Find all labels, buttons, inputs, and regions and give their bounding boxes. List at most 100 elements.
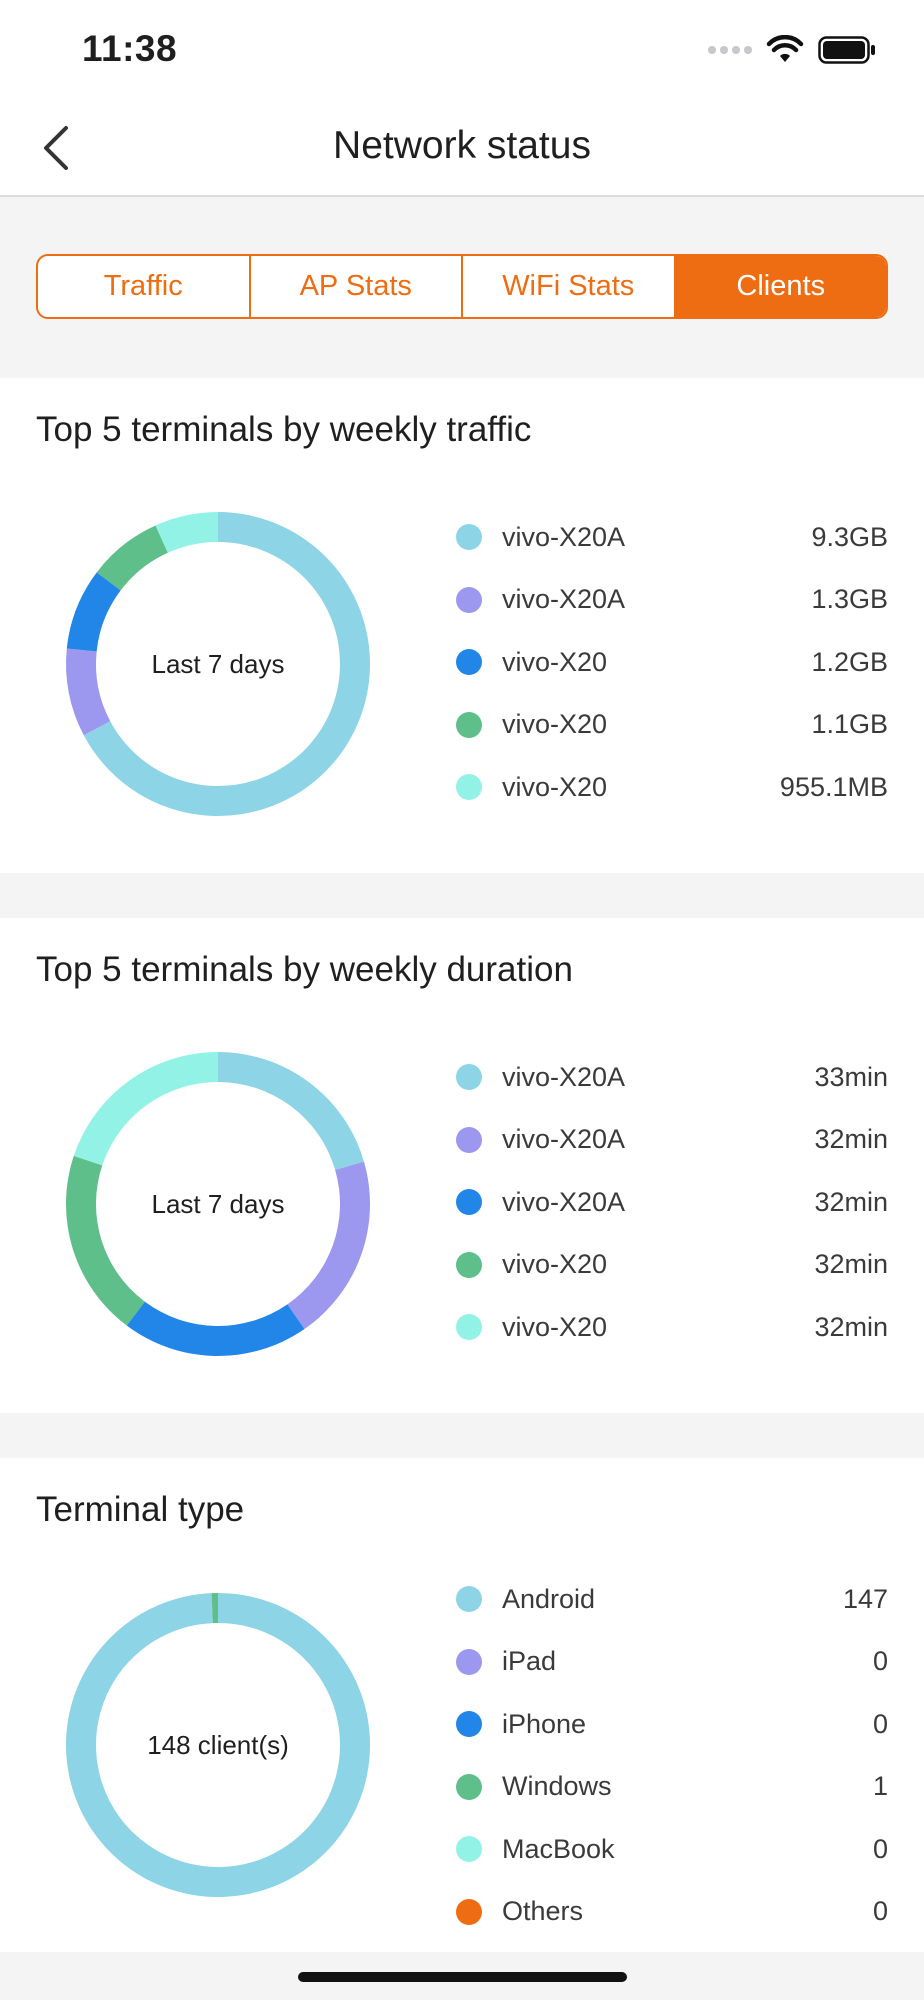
legend-value: 1	[872, 1771, 888, 1802]
legend-value: 32min	[814, 1249, 888, 1280]
legend-item: iPad 0	[456, 1631, 888, 1694]
status-time: 11:38	[82, 28, 178, 69]
legend-name: vivo-X20	[502, 646, 608, 677]
donut-center-label: Last 7 days	[151, 648, 285, 679]
traffic-donut-chart: Last 7 days	[62, 508, 374, 820]
traffic-card: Top 5 terminals by weekly traffic Last 7…	[0, 378, 924, 873]
legend-name: MacBook	[502, 1833, 615, 1864]
legend-dot	[456, 1064, 482, 1091]
legend-name: Android	[502, 1583, 596, 1614]
donut-slice-2	[65, 648, 111, 736]
donut-slice-4	[65, 1155, 145, 1326]
legend-value: 32min	[814, 1311, 888, 1342]
back-button[interactable]	[30, 118, 90, 178]
terminal-type-legend: Android 147 iPad 0 iPhone 0 Windows 1 Ma…	[456, 1568, 888, 1943]
legend-name: Others	[502, 1896, 584, 1927]
legend-dot	[456, 649, 482, 676]
legend-name: Windows	[502, 1771, 612, 1802]
legend-value: 955.1MB	[779, 771, 888, 802]
legend-dot	[456, 1836, 482, 1863]
card-title: Top 5 terminals by weekly duration	[36, 950, 573, 989]
legend-value: 0	[872, 1646, 888, 1677]
legend-item: Windows 1	[456, 1756, 888, 1819]
nav-bar: Network status	[0, 100, 924, 197]
legend-item: vivo-X20 1.1GB	[456, 694, 888, 757]
legend-item: vivo-X20A 9.3GB	[456, 506, 888, 569]
card-title: Top 5 terminals by weekly traffic	[36, 410, 532, 449]
donut-center-label: 148 client(s)	[147, 1729, 289, 1760]
duration-donut-chart: Last 7 days	[62, 1048, 374, 1360]
legend-value: 147	[842, 1583, 888, 1614]
legend-item: MacBook 0	[456, 1818, 888, 1881]
legend-name: vivo-X20A	[502, 1061, 626, 1092]
legend-item: vivo-X20 32min	[456, 1234, 888, 1297]
legend-dot	[456, 1898, 482, 1925]
donut-slice-2	[287, 1161, 370, 1330]
legend-dot	[456, 711, 482, 738]
segmented-tabs: Traffic AP Stats WiFi Stats Clients	[36, 254, 888, 319]
wifi-icon	[766, 35, 804, 62]
legend-item: Others 0	[456, 1881, 888, 1944]
legend-name: iPad	[502, 1646, 557, 1677]
legend-value: 32min	[814, 1186, 888, 1217]
legend-item: iPhone 0	[456, 1693, 888, 1756]
legend-dot	[456, 1251, 482, 1278]
donut-slice-5	[73, 1052, 218, 1166]
legend-dot	[456, 524, 482, 551]
duration-legend: vivo-X20A 33min vivo-X20A 32min vivo-X20…	[456, 1046, 888, 1359]
legend-dot	[456, 1711, 482, 1738]
terminal-type-donut-chart: 148 client(s)	[62, 1589, 374, 1901]
legend-name: vivo-X20	[502, 1249, 608, 1280]
legend-value: 0	[872, 1896, 888, 1927]
battery-icon	[818, 36, 875, 64]
legend-value: 1.1GB	[811, 709, 888, 740]
legend-dot	[456, 1586, 482, 1613]
cellular-signal-icon	[708, 46, 752, 54]
legend-name: vivo-X20	[502, 771, 608, 802]
legend-value: 1.2GB	[811, 646, 888, 677]
tab-clients[interactable]: Clients	[675, 256, 886, 317]
legend-item: vivo-X20 1.2GB	[456, 631, 888, 694]
legend-item: vivo-X20 32min	[456, 1296, 888, 1359]
page-title: Network status	[333, 124, 591, 167]
status-bar: 11:38	[0, 0, 924, 100]
legend-value: 33min	[814, 1061, 888, 1092]
legend-dot	[456, 1126, 482, 1153]
chevron-left-icon	[44, 126, 68, 170]
legend-item: vivo-X20A 32min	[456, 1171, 888, 1234]
legend-name: vivo-X20A	[502, 584, 626, 615]
legend-name: vivo-X20A	[502, 521, 626, 552]
donut-slice-4	[96, 525, 168, 591]
donut-slice-5	[155, 512, 218, 553]
legend-dot	[456, 1773, 482, 1800]
status-icons	[708, 34, 876, 66]
legend-value: 0	[872, 1708, 888, 1739]
legend-item: vivo-X20A 33min	[456, 1046, 888, 1109]
legend-dot	[456, 1189, 482, 1216]
donut-slice-1	[218, 1052, 364, 1170]
terminal-type-card: Terminal type 148 client(s) Android 147 …	[0, 1458, 924, 1952]
legend-value: 1.3GB	[811, 584, 888, 615]
legend-name: vivo-X20	[502, 1311, 608, 1342]
legend-name: iPhone	[502, 1708, 587, 1739]
tab-wifi-stats[interactable]: WiFi Stats	[463, 256, 676, 317]
legend-name: vivo-X20A	[502, 1186, 626, 1217]
legend-dot	[456, 586, 482, 613]
donut-slice-3	[126, 1301, 305, 1356]
legend-name: vivo-X20A	[502, 1124, 626, 1155]
card-title: Terminal type	[36, 1490, 245, 1529]
legend-dot	[456, 774, 482, 801]
legend-value: 9.3GB	[811, 521, 888, 552]
tab-traffic[interactable]: Traffic	[38, 256, 251, 317]
traffic-legend: vivo-X20A 9.3GB vivo-X20A 1.3GB vivo-X20…	[456, 506, 888, 819]
tab-ap-stats[interactable]: AP Stats	[251, 256, 463, 317]
donut-slice-3	[66, 572, 121, 652]
duration-card: Top 5 terminals by weekly duration Last …	[0, 918, 924, 1413]
legend-value: 32min	[814, 1124, 888, 1155]
legend-item: vivo-X20 955.1MB	[456, 756, 888, 819]
legend-value: 0	[872, 1833, 888, 1864]
legend-dot	[456, 1648, 482, 1675]
legend-item: vivo-X20A 1.3GB	[456, 569, 888, 632]
legend-dot	[456, 1314, 482, 1341]
legend-item: vivo-X20A 32min	[456, 1109, 888, 1172]
